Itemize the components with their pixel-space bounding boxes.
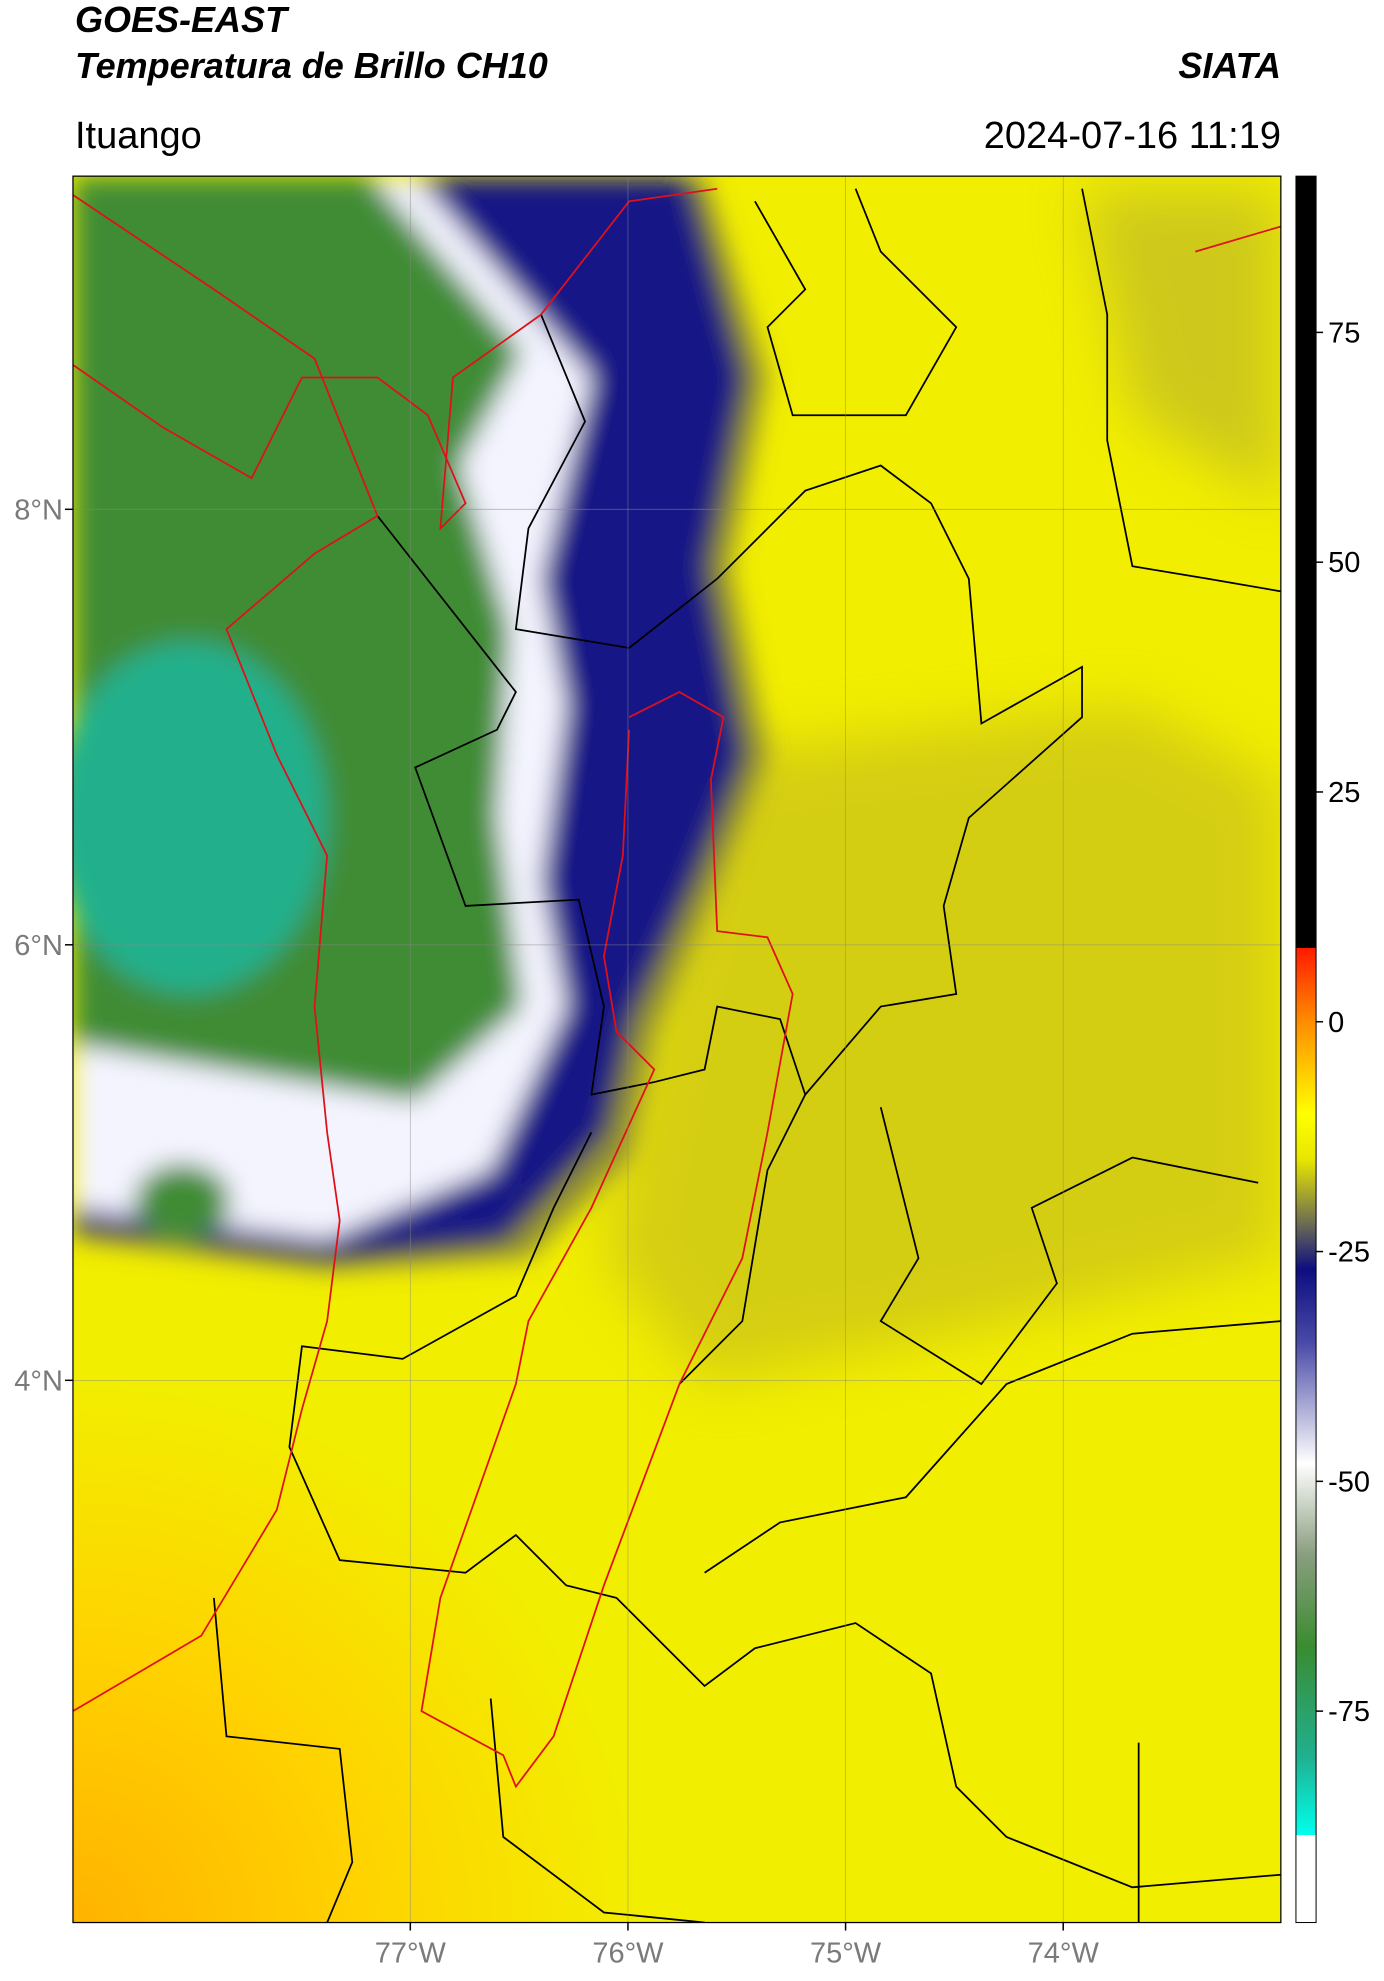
datetime: 2024-07-16 11:19 (984, 115, 1281, 157)
subtitle: Temperatura de Brillo CH10 (75, 45, 548, 86)
colorbar-tick-label: -50 (1328, 1466, 1370, 1498)
y-tick-label: 6°N (14, 930, 63, 962)
colorbar-tick-label: -75 (1328, 1696, 1370, 1728)
location: Ituango (75, 115, 202, 157)
colorbar (1295, 175, 1317, 1924)
coast (72, 187, 1281, 1789)
colorbar-tick-label: 75 (1328, 317, 1360, 349)
y-tick-label: 4°N (14, 1365, 63, 1397)
x-tick-label: 75°W (810, 1938, 882, 1970)
map (72, 175, 1317, 1924)
title: GOES-EAST (75, 0, 290, 40)
map-frame (72, 175, 1282, 1924)
colorbar-tick-label: 50 (1328, 547, 1360, 579)
x-tick-label: 76°W (592, 1938, 664, 1970)
colorbar-tick-label: 0 (1328, 1007, 1344, 1039)
borders (213, 188, 1281, 1923)
x-tick-label: 77°W (375, 1938, 447, 1970)
colorbar-tick-label: 25 (1328, 777, 1360, 809)
grid (72, 176, 1281, 1923)
brand: SIATA (1178, 45, 1281, 86)
x-tick-label: 74°W (1028, 1938, 1100, 1970)
colorbar-tick-label: -25 (1328, 1237, 1370, 1269)
y-tick-label: 8°N (14, 494, 63, 526)
